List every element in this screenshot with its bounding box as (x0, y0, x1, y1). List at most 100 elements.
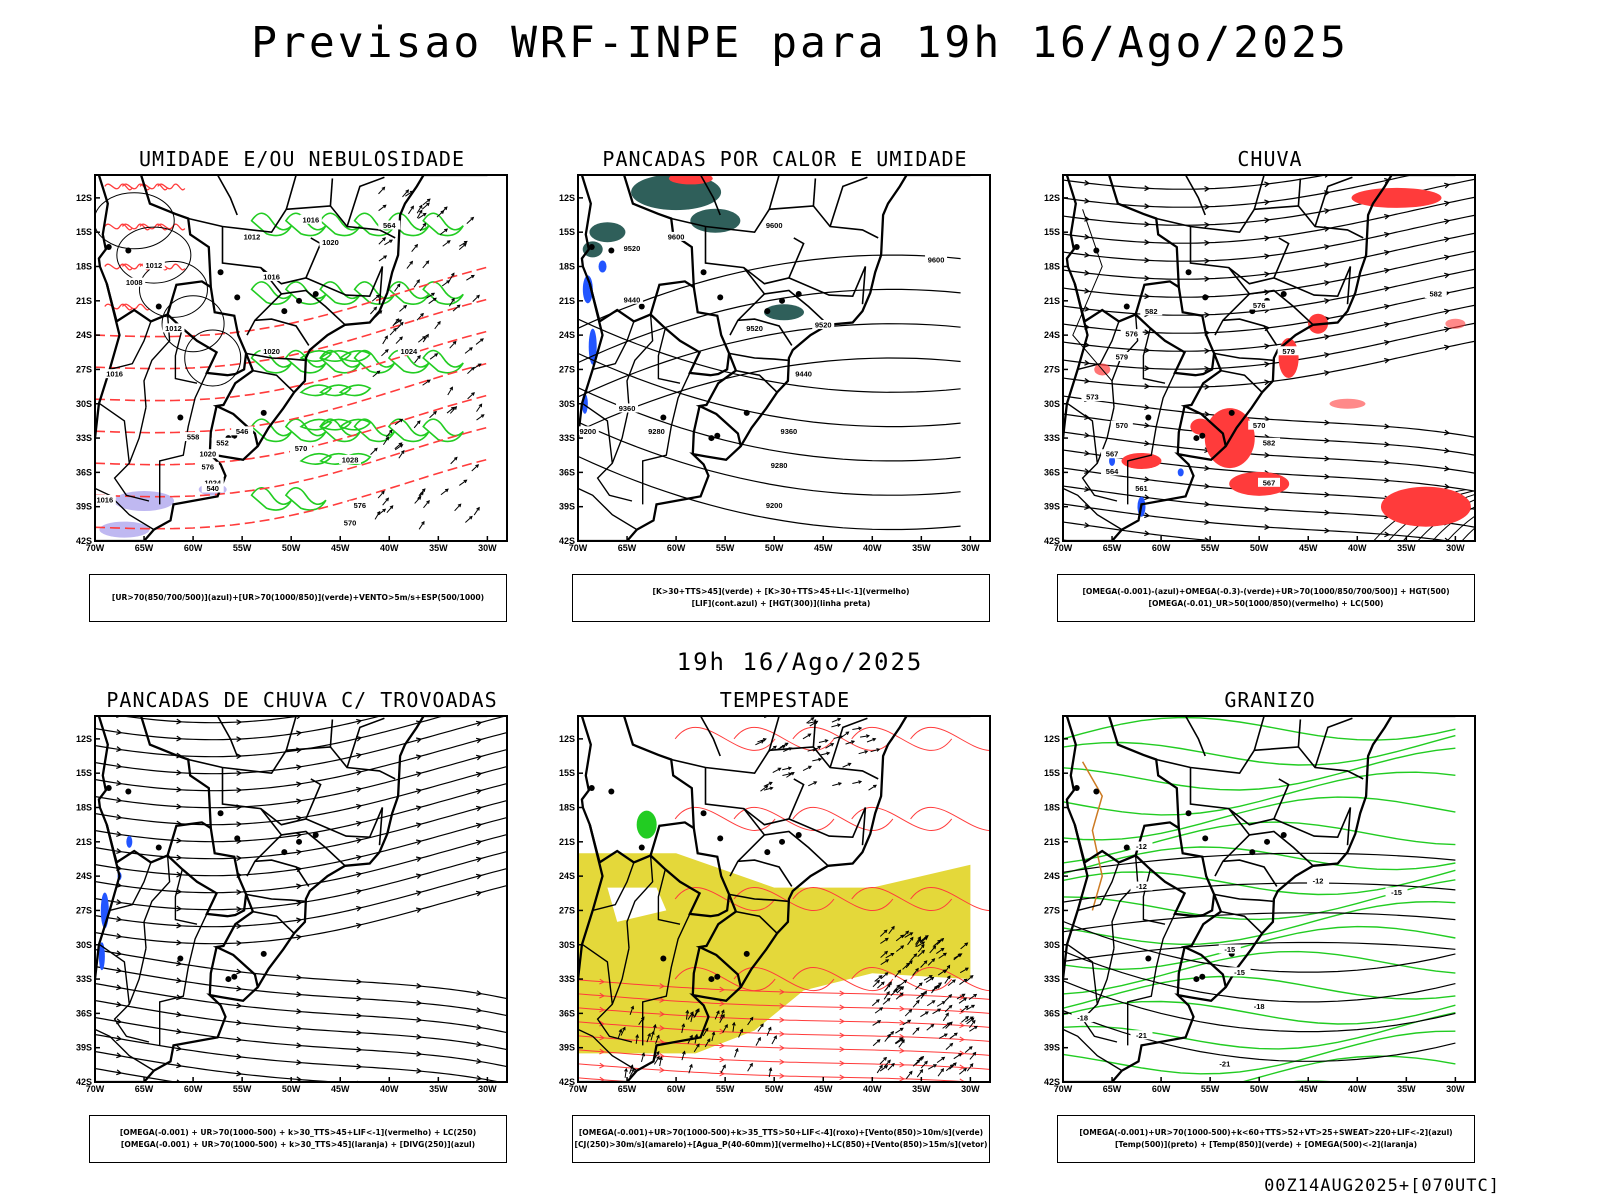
streamline-arrow (236, 770, 243, 777)
rain-area (1190, 418, 1211, 435)
lat-tick-label: 42S (559, 1077, 575, 1087)
streamline-arrow (1444, 537, 1450, 541)
wind-vector (374, 511, 381, 520)
wind-vector-head (382, 508, 387, 513)
streamline-arrow (1444, 272, 1451, 279)
streamline-arrow (296, 764, 303, 771)
wind-vector (389, 328, 397, 336)
contour-label-bg (196, 449, 219, 459)
state-border (768, 716, 780, 751)
wind-vector-head (913, 953, 918, 958)
humidity-low-contour (250, 212, 293, 237)
wind-vector (652, 1024, 656, 1034)
lake (155, 844, 162, 851)
contour-label-bg (1120, 329, 1143, 339)
wind-vector (449, 341, 457, 349)
wind-vector-head (722, 1064, 726, 1069)
wind-vector-head (462, 242, 467, 247)
wind-vector-head (655, 1050, 660, 1055)
province-border (159, 913, 208, 1046)
lake (1193, 976, 1200, 983)
wind-vector (895, 992, 904, 1000)
wind-vector (969, 1052, 977, 1060)
contour-label-bg (211, 437, 234, 447)
state-border (728, 893, 788, 903)
country-border (208, 405, 218, 455)
wind-vector (888, 926, 895, 935)
contour-label: 9360 (781, 427, 798, 436)
instability-area (589, 222, 626, 243)
humidity-low-contour (299, 384, 333, 397)
lon-tick-label: 55W (716, 1084, 735, 1094)
contour-label-bg (378, 220, 401, 230)
lake (743, 409, 750, 416)
wind-vector (382, 436, 389, 446)
contour-label-bg (196, 461, 219, 471)
streamline-arrow (1084, 450, 1091, 456)
streamline (118, 716, 303, 724)
wind-vector-head (924, 1011, 929, 1015)
streamline-arrow (236, 736, 243, 743)
lon-tick-label: 50W (765, 543, 784, 553)
streamline-arrow (356, 1046, 363, 1053)
streamline-arrow (1444, 182, 1451, 189)
wind-vector-head (689, 1063, 693, 1068)
lat-tick-label: 12S (559, 193, 575, 203)
wind-vector (893, 986, 903, 992)
panel-title: UMIDADE E/OU NEBULOSIDADE (138, 147, 466, 171)
streamline-arrow (356, 837, 363, 844)
country-border (1065, 716, 1077, 808)
streamline-arrow (416, 1086, 421, 1091)
wind-vector (640, 1053, 645, 1063)
wind-vector-head (918, 1056, 923, 1061)
wind-vector (629, 1065, 633, 1074)
wind-vector-head (399, 418, 404, 423)
state-border (245, 893, 305, 903)
lake (779, 297, 786, 304)
country-border (97, 716, 109, 808)
map-frame (94, 715, 508, 1083)
wind-vector-head (463, 479, 468, 484)
lon-tick-label: 30W (478, 1084, 497, 1094)
pressure-contour (161, 295, 225, 353)
contour-label: 573 (1086, 393, 1099, 402)
country-border (691, 405, 701, 455)
wind-vector-head (446, 240, 451, 244)
wind-vector (936, 1057, 945, 1064)
wind-vector-head (973, 1025, 978, 1030)
streamline-arrow (476, 1024, 483, 1030)
wind-vector-head (706, 1038, 711, 1043)
height-contour (578, 318, 961, 393)
lake (708, 976, 715, 983)
humidity-low-contour (319, 350, 352, 362)
streamline-arrow (959, 1022, 966, 1029)
wind-vector-head (767, 1026, 772, 1031)
wind-vector-head (711, 1031, 716, 1036)
province-border (578, 1028, 638, 1072)
wind-vector (681, 1051, 686, 1061)
province-border (1142, 869, 1166, 925)
caption-line: [OMEGA(-0.001)+UR>70(1000-500)+k<60+TTS>… (1079, 1128, 1453, 1137)
pressure-contour (95, 192, 175, 250)
streamline-arrow (1384, 550, 1389, 555)
wind-vector-head (433, 410, 437, 415)
streamline-arrow (1384, 568, 1389, 573)
streamline-arrow (176, 837, 183, 844)
wind-vector-head (937, 939, 942, 944)
wind-vector-head (949, 1042, 954, 1047)
country-border (580, 175, 592, 267)
humidity-low-contour (319, 212, 361, 237)
lat-tick-label: 18S (1044, 803, 1060, 813)
wind-vector (894, 1037, 903, 1044)
wind-vector-head (425, 260, 430, 265)
state-border (346, 717, 385, 768)
streamline-arrow (1144, 440, 1151, 447)
map-layer: 1016101210201008101210161024101610201012… (95, 175, 488, 541)
thickness-contour (104, 303, 133, 311)
streamline-arrow (1204, 221, 1211, 228)
lat-tick-label: 36S (559, 1008, 575, 1018)
wind-vector (915, 982, 923, 990)
coastline (578, 716, 971, 1082)
wind-vector (747, 1017, 754, 1026)
lake (1202, 835, 1209, 842)
